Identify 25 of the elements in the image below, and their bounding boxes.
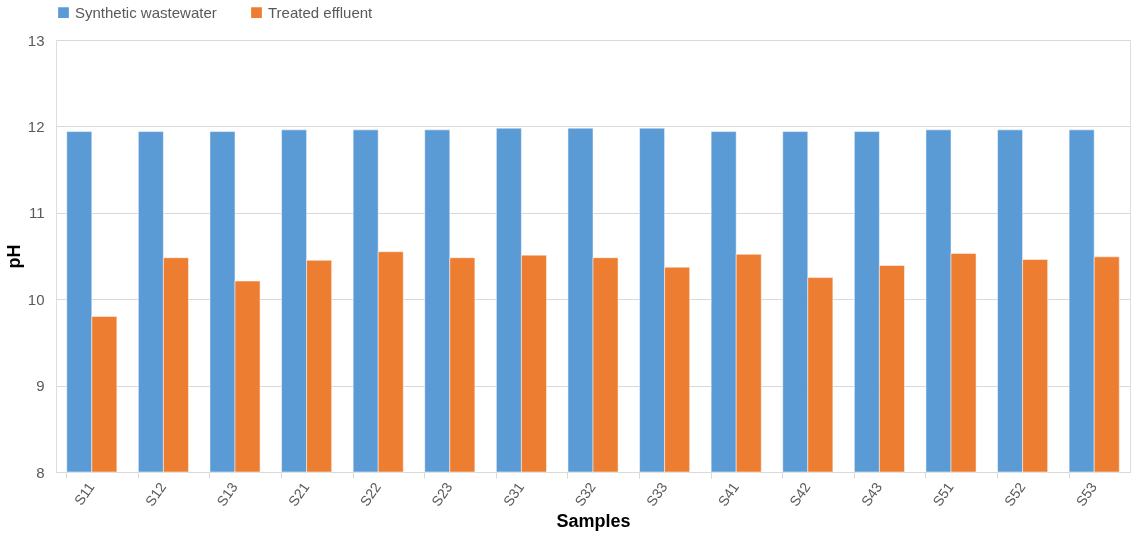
x-tick-label: S53 bbox=[1072, 479, 1101, 509]
y-tick-label: 11 bbox=[28, 204, 45, 222]
y-axis-title: pH bbox=[3, 244, 24, 269]
x-tick-label: S42 bbox=[786, 479, 814, 509]
legend-label: Treated effluent bbox=[268, 3, 374, 21]
x-tick-label: S41 bbox=[714, 479, 743, 509]
legend-label: Synthetic wastewater bbox=[75, 3, 217, 21]
y-tick-label: 8 bbox=[36, 463, 45, 481]
x-tick-label: S23 bbox=[428, 479, 456, 509]
x-tick-label: S22 bbox=[356, 479, 385, 509]
y-tick-label: 12 bbox=[27, 117, 45, 135]
y-tick-label: 9 bbox=[36, 377, 45, 395]
x-tick-label: S52 bbox=[1000, 479, 1029, 509]
x-tick-label: S12 bbox=[141, 479, 170, 509]
x-tick-label: S21 bbox=[284, 479, 313, 509]
x-tick-label: S31 bbox=[499, 479, 528, 509]
x-tick-label: S11 bbox=[70, 479, 98, 509]
x-tick-label: S32 bbox=[571, 479, 599, 509]
x-tick-label: S43 bbox=[857, 479, 886, 509]
x-tick-label: S51 bbox=[929, 479, 957, 509]
y-tick-label: 13 bbox=[27, 31, 45, 49]
y-tick-label: 10 bbox=[27, 290, 45, 308]
x-axis-title: Samples bbox=[556, 510, 631, 531]
x-tick-label: S13 bbox=[213, 479, 241, 509]
x-tick-label: S33 bbox=[642, 479, 671, 509]
